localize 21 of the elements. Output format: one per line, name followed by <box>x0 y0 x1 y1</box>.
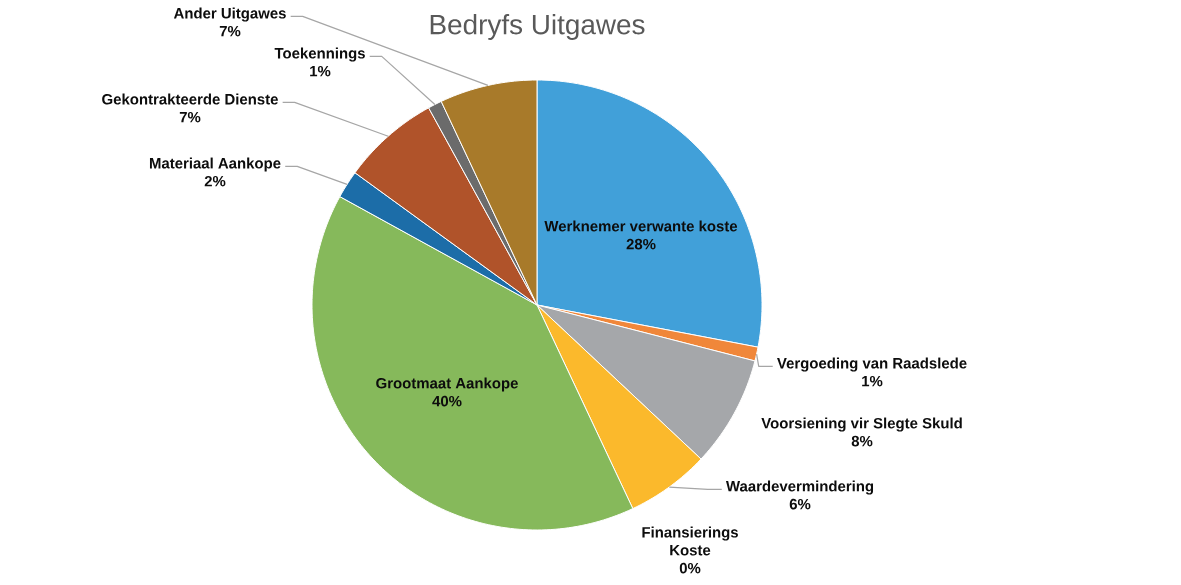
slice-label: Voorsiening vir Slegte Skuld <box>761 417 962 432</box>
slice-label: Ander Uitgawes <box>173 7 286 22</box>
data-label: 7% <box>219 25 241 37</box>
data-label: 1% <box>310 65 331 77</box>
slice-label: Toekennings <box>274 47 365 62</box>
data-label: 40% <box>432 395 462 407</box>
data-label: 28% <box>626 238 656 250</box>
category-label: Finansierings Koste <box>642 526 738 556</box>
data-label: 1% <box>862 375 883 387</box>
slice-label: Werknemer verwante koste <box>544 220 738 232</box>
slice-label: Waardevermindering <box>725 480 874 495</box>
chart-title: Bedryfs Uitgawes <box>430 14 645 40</box>
data-label: 8% <box>851 435 873 447</box>
slice-label: Gekontrakteerde Dienste <box>102 93 278 105</box>
slice-label: Vergoeding van Raadslede <box>777 357 967 372</box>
slice-label: Grootmaat Aankope <box>376 377 518 392</box>
data-label: 6% <box>789 498 811 510</box>
text: 0% <box>679 562 701 574</box>
data-label: 7% <box>179 111 201 123</box>
slice-label: Materiaal Aankope <box>149 157 281 172</box>
data-label: 2% <box>204 175 226 187</box>
